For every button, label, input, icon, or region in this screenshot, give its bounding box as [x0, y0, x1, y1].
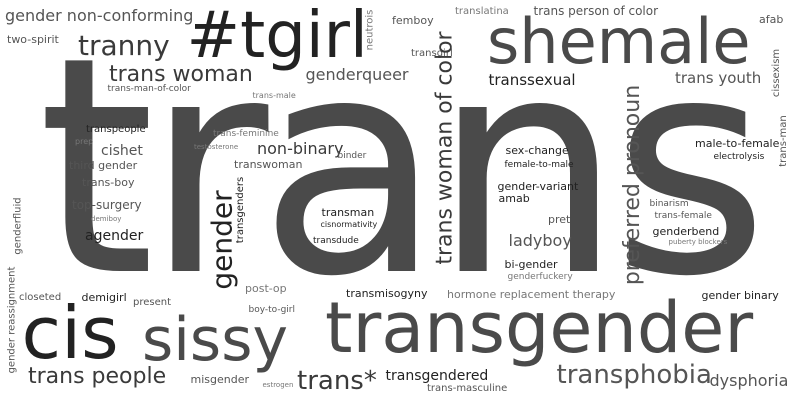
cloud-word-transgender: transgender — [325, 287, 754, 369]
cloud-word-transmisogyny: transmisogyny — [346, 286, 428, 300]
cloud-word-cisnormativity: cisnormativity — [320, 220, 378, 229]
cloud-word-two-spirit: two-spirit — [7, 32, 59, 46]
cloud-word-gender-reassignment: gender reassignment — [5, 266, 17, 374]
cloud-word-ladyboy: ladyboy — [508, 231, 572, 250]
cloud-word-trans-person-of-color: trans person of color — [533, 4, 659, 18]
cloud-word-non-binary: non-binary — [257, 139, 344, 158]
cloud-word-tranny: tranny — [78, 29, 170, 62]
cloud-word-binarism: binarism — [649, 198, 689, 209]
cloud-word-trans-female: trans-female — [654, 210, 712, 221]
cloud-word-trans-people: trans people — [28, 364, 167, 389]
cloud-word-dysphoria: dysphoria — [709, 371, 789, 390]
cloud-word-amab: amab — [498, 191, 530, 205]
cloud-word-cishet: cishet — [101, 143, 143, 159]
cloud-word-transgirl: transgirl — [411, 48, 453, 59]
cloud-word-boy-to-girl: boy-to-girl — [248, 304, 296, 315]
cloud-word-sissy: sissy — [142, 305, 288, 375]
cloud-word-post-op: post-op — [245, 281, 287, 295]
cloud-word-transsexual: transsexual — [488, 70, 576, 89]
cloud-word-bi-gender: bi-gender — [504, 257, 558, 271]
cloud-word-transgendered: transgendered — [385, 368, 489, 384]
cloud-word-misgender: misgender — [190, 372, 250, 386]
cloud-word-trans: trans* — [297, 366, 377, 396]
cloud-word-trans-man-of-color: trans-man-of-color — [107, 83, 191, 94]
cloud-word-genderfluid: genderfluid — [12, 197, 24, 255]
cloud-word-genderfuckery: genderfuckery — [507, 271, 573, 282]
cloud-word-top-surgery: top-surgery — [72, 198, 142, 212]
cloud-word-trans-man: trans-man — [777, 115, 789, 167]
cloud-word-transphobia: transphobia — [556, 360, 712, 390]
cloud-word-testosterone: testosterone — [194, 142, 239, 151]
cloud-word-prep: prep — [75, 137, 94, 146]
cloud-word-transpeople: transpeople — [86, 124, 146, 135]
cloud-word-closeted: closeted — [19, 292, 62, 303]
cloud-word-translatina: translatina — [455, 6, 509, 17]
cloud-word-afab: afab — [759, 12, 784, 26]
cloud-word-gender-variant: gender-variant — [497, 179, 579, 193]
cloud-word-cissexism: cissexism — [771, 48, 783, 98]
cloud-word-gender-binary: gender binary — [701, 288, 779, 302]
cloud-word-gender: gender — [205, 190, 239, 290]
cloud-word-gender-non-conforming: gender non-conforming — [5, 6, 194, 25]
cloud-word-male-to-female: male-to-female — [695, 136, 780, 150]
cloud-word-preferred-pronoun: preferred pronoun — [620, 84, 646, 286]
cloud-word-trans-masculine: trans-masculine — [427, 383, 508, 394]
cloud-word-trans-youth: trans youth — [675, 68, 762, 87]
cloud-word-shemale: shemale — [487, 5, 751, 78]
cloud-word-genderqueer: genderqueer — [305, 65, 409, 84]
cloud-word-transwoman: transwoman — [234, 157, 303, 171]
cloud-word-agender: agender — [85, 228, 144, 244]
cloud-word-demiboy: demiboy — [91, 214, 122, 223]
cloud-word-trans-feminine: trans-feminine — [213, 128, 279, 139]
cloud-word-trans: trans — [37, 0, 769, 342]
cloud-word-trans-boy: trans-boy — [82, 175, 135, 189]
cloud-word-transgenders: transgenders — [235, 176, 247, 244]
cloud-word-puberty-blockers: puberty blockers — [668, 237, 728, 246]
cloud-word-cis: cis — [21, 291, 119, 375]
cloud-word-transdude: transdude — [313, 235, 359, 246]
cloud-word-transman: transman — [321, 205, 375, 219]
cloud-word-trans-woman: trans woman — [109, 62, 253, 87]
cloud-word-hormone-replacement-therapy: hormone replacement therapy — [447, 287, 616, 301]
cloud-word-sex-change: sex-change — [505, 143, 569, 157]
cloud-word-pret: pret — [548, 212, 571, 226]
cloud-word-present: present — [133, 297, 172, 308]
cloud-word-third-gender: third gender — [69, 158, 138, 172]
cloud-word-demigirl: demigirl — [81, 290, 127, 304]
cloud-word-binder: binder — [337, 150, 367, 161]
cloud-word-female-to-male: female-to-male — [504, 159, 574, 170]
cloud-word-trans-woman-of-color: trans woman of color — [432, 31, 458, 265]
cloud-word-trans-male: trans-male — [252, 91, 296, 100]
cloud-word-genderbend: genderbend — [652, 224, 720, 238]
cloud-word-estrogen: estrogen — [262, 380, 294, 389]
cloud-word-neutrois: neutrois — [363, 9, 375, 51]
cloud-word-tgirl: #tgirl — [186, 0, 368, 73]
cloud-word-femboy: femboy — [392, 13, 434, 27]
cloud-word-electrolysis: electrolysis — [713, 151, 765, 162]
